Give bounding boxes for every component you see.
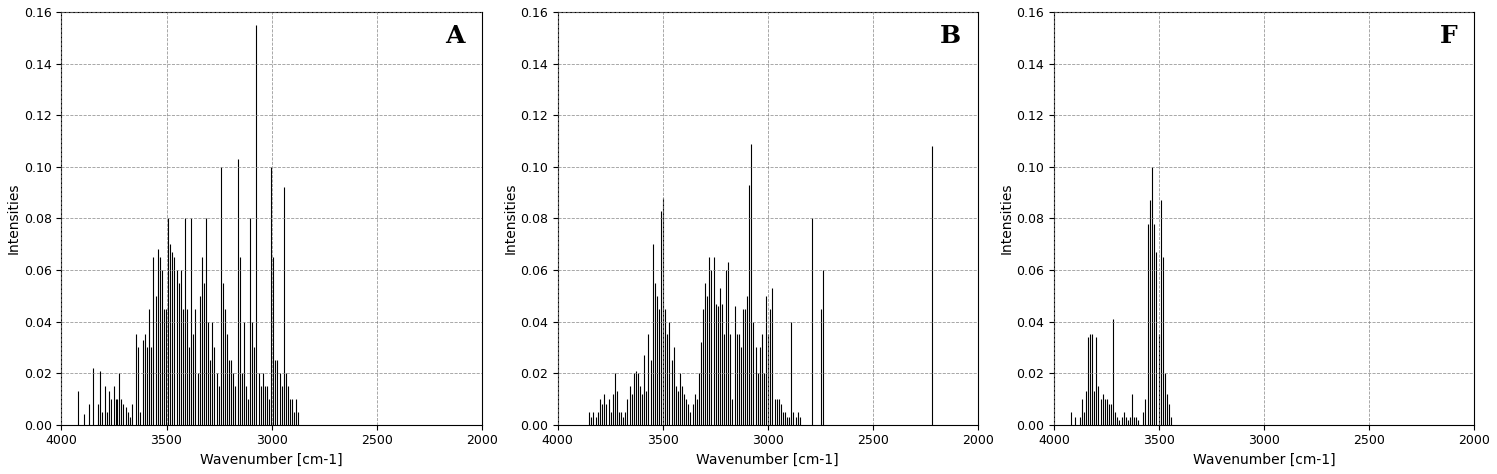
Y-axis label: Intensities: Intensities — [503, 182, 516, 254]
Text: F: F — [1440, 24, 1457, 48]
Y-axis label: Intensities: Intensities — [1000, 182, 1013, 254]
Y-axis label: Intensities: Intensities — [7, 182, 21, 254]
Text: A: A — [446, 24, 466, 48]
X-axis label: Wavenumber [cm-1]: Wavenumber [cm-1] — [696, 453, 840, 467]
X-axis label: Wavenumber [cm-1]: Wavenumber [cm-1] — [201, 453, 343, 467]
X-axis label: Wavenumber [cm-1]: Wavenumber [cm-1] — [1193, 453, 1335, 467]
Text: B: B — [940, 24, 961, 48]
